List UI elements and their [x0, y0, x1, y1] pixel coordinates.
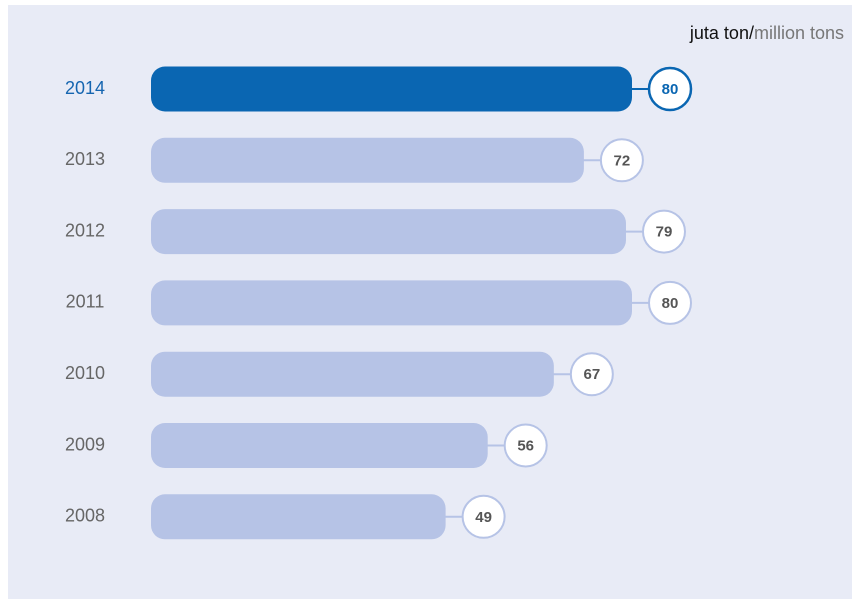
- value-label: 80: [662, 81, 679, 98]
- value-bubble: [569, 352, 614, 397]
- bar: [151, 66, 632, 112]
- bar: [151, 423, 488, 468]
- y-tick-label: 2009: [65, 434, 105, 454]
- value-bubble: [647, 66, 693, 112]
- value-bubble: [599, 138, 644, 183]
- bar: [151, 137, 584, 183]
- y-tick-label: 2010: [65, 363, 105, 383]
- value-label: 67: [583, 366, 600, 383]
- unit-label-id: juta ton/: [689, 23, 754, 43]
- y-tick-label: 2012: [65, 220, 105, 240]
- value-label: 56: [517, 437, 534, 454]
- value-bubble: [461, 494, 506, 539]
- value-bubble: [641, 209, 686, 254]
- y-tick-label: 2011: [66, 292, 105, 312]
- value-bubble: [503, 423, 548, 468]
- bar: [151, 209, 626, 255]
- unit-label: juta ton/million tons: [689, 23, 844, 43]
- value-label: 49: [475, 509, 492, 526]
- bar: [151, 351, 554, 397]
- unit-label-en: million tons: [754, 23, 844, 43]
- y-tick-label: 2014: [65, 78, 105, 98]
- value-bubble: [648, 280, 692, 325]
- bar: [151, 494, 446, 540]
- value-label: 79: [656, 224, 673, 241]
- y-tick-label: 2008: [65, 506, 105, 526]
- y-tick-label: 2013: [65, 149, 105, 169]
- value-label: 72: [614, 152, 631, 169]
- value-label: 80: [662, 295, 679, 312]
- bar: [151, 280, 632, 326]
